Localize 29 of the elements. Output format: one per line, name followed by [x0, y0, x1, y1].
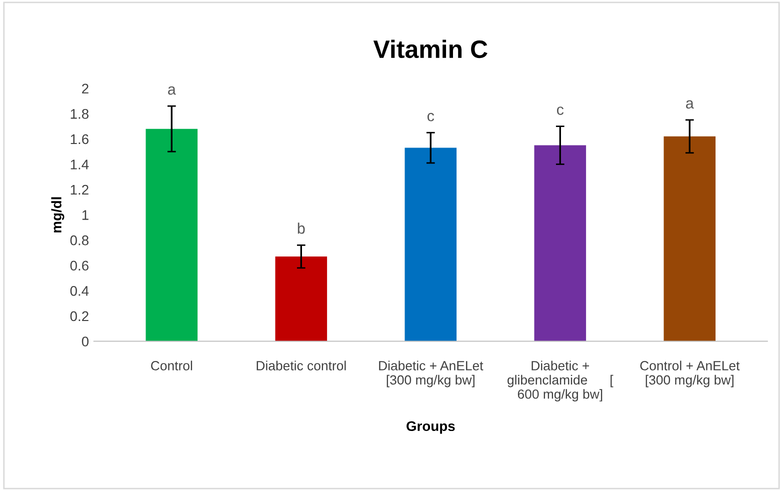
x-axis-title: Groups: [406, 421, 455, 434]
y-tick-label: 2: [82, 84, 88, 94]
x-tick-label: Diabetic + AnELet [300 mg/kg bw]: [379, 360, 484, 388]
y-tick-label: 0: [82, 336, 89, 346]
bar: [664, 136, 716, 342]
x-tick-label: Diabetic control: [256, 360, 346, 370]
annotation: a: [168, 86, 176, 95]
annotation: a: [686, 100, 694, 109]
annotation: c: [556, 106, 564, 115]
x-tick-label: Control: [151, 360, 192, 370]
y-tick-label: 1.8: [70, 109, 88, 119]
bar: [404, 148, 457, 342]
y-tick-label: 0.8: [70, 235, 88, 246]
x-tick-label: Control + AnELet [300 mg/kg bw]: [640, 360, 740, 388]
bar: [146, 128, 198, 342]
bar: [275, 256, 328, 342]
chart-title: Vitamin C: [373, 40, 488, 58]
y-tick-label: 1: [82, 210, 88, 220]
x-tick-label: Diabetic + glibenclamide [ 600 mg/kg bw]: [508, 360, 614, 402]
y-tick-label: 1.2: [70, 184, 88, 195]
y-axis-title: mg/dl: [51, 197, 64, 232]
y-tick-label: 1.6: [70, 134, 88, 144]
y-tick-label: 0.2: [70, 311, 88, 322]
bar: [534, 145, 586, 342]
annotation: b: [298, 222, 305, 234]
y-tick-label: 0.4: [70, 286, 89, 296]
y-tick-label: 0.6: [70, 260, 88, 271]
annotation: c: [427, 112, 434, 122]
y-tick-label: 1.4: [70, 160, 89, 170]
